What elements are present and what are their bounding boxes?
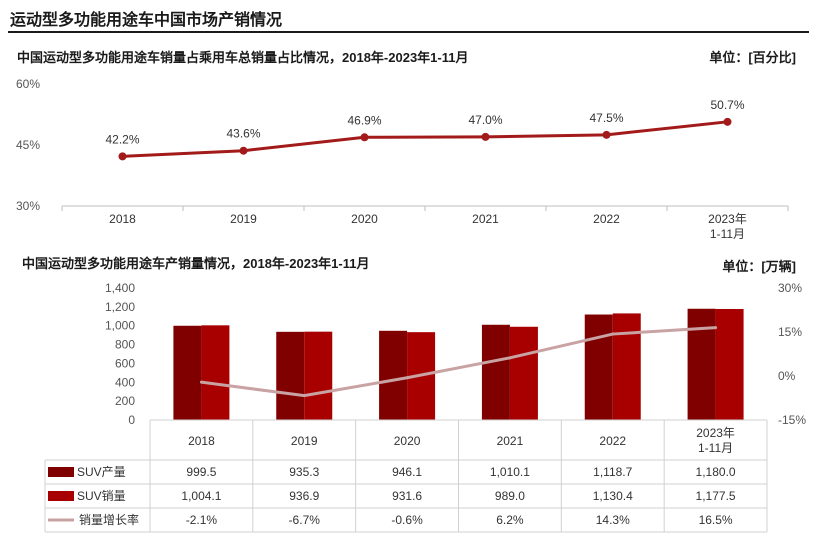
table-cell-value: 946.1 <box>392 465 422 479</box>
legend-swatch-production <box>48 467 74 477</box>
production-bar <box>276 331 305 420</box>
bottom-y2-tick-label: 0% <box>778 369 796 383</box>
growth-rate-point <box>199 380 203 384</box>
top-data-point <box>481 132 490 141</box>
sales-bar <box>612 313 641 420</box>
table-cell-value: 1,177.5 <box>696 489 736 503</box>
top-data-point <box>723 117 732 126</box>
table-cell-value: -0.6% <box>391 513 423 527</box>
bottom-y-tick-label: 1,200 <box>105 300 135 314</box>
top-data-point <box>239 146 248 155</box>
top-data-label: 47.0% <box>468 113 502 127</box>
bottom-x-tick-label: 2020 <box>394 434 421 448</box>
growth-rate-point <box>302 394 306 398</box>
table-cell-value: 935.3 <box>289 465 319 479</box>
production-bar <box>173 325 202 420</box>
growth-rate-line <box>201 326 716 398</box>
bottom-y-tick-label: 0 <box>128 413 135 427</box>
table-cell-value: 999.5 <box>186 465 216 479</box>
top-y-tick-label: 60% <box>16 77 40 91</box>
production-bar <box>584 314 613 420</box>
bottom-x-tick-label: 2023年 1-11月 <box>696 426 735 455</box>
top-data-point <box>118 152 127 161</box>
top-data-label: 42.2% <box>105 132 139 146</box>
top-x-tick-label: 2018 <box>109 212 136 226</box>
top-chart-title: 中国运动型多功能用途车销量占乘用车总销量占比情况，2018年-2023年1-11… <box>17 50 469 65</box>
table-cell-value: 16.5% <box>699 513 733 527</box>
growth-rate-point <box>714 326 718 330</box>
top-y-tick-label: 45% <box>16 138 40 152</box>
top-series-line <box>122 120 728 158</box>
growth-rate-point <box>611 332 615 336</box>
top-data-point <box>360 133 369 142</box>
top-chart-unit: 单位：[百分比] <box>709 50 796 65</box>
title-divider <box>8 31 809 33</box>
top-y-tick-label: 30% <box>16 199 40 213</box>
table-cell-value: -6.7% <box>289 513 321 527</box>
sales-bar <box>304 331 333 420</box>
top-x-tick-label: 2022 <box>593 212 620 226</box>
bottom-x-tick-label: 2022 <box>599 434 626 448</box>
bottom-y2-tick-label: 15% <box>778 325 802 339</box>
bottom-y2-tick-label: 30% <box>778 281 802 295</box>
top-data-point <box>602 130 611 139</box>
legend-label: 销量增长率 <box>79 512 139 527</box>
table-cell-value: 989.0 <box>495 489 525 503</box>
bottom-y-tick-label: 200 <box>115 394 135 408</box>
top-data-label: 46.9% <box>347 113 381 127</box>
top-x-tick-label: 2019 <box>230 212 257 226</box>
bottom-y-tick-label: 600 <box>115 356 135 370</box>
table-cell-value: 1,010.1 <box>490 465 530 479</box>
bottom-chart-unit: 单位：[万辆] <box>722 259 796 274</box>
sales-bar <box>715 308 744 420</box>
sales-bar <box>201 325 230 420</box>
table-cell-value: 6.2% <box>496 513 524 527</box>
sales-bar <box>509 326 538 420</box>
production-bar <box>379 330 408 420</box>
table-cell-value: 1,118.7 <box>593 465 632 479</box>
table-cell-value: 1,180.0 <box>696 465 736 479</box>
legend-label: SUV销量 <box>77 489 126 503</box>
table-cell-value: 14.3% <box>596 513 630 527</box>
page-title: 运动型多功能用途车中国市场产销情况 <box>10 12 283 29</box>
legend-swatch-sales <box>48 491 74 501</box>
bottom-y-tick-label: 1,400 <box>105 281 135 295</box>
top-data-label: 50.7% <box>710 98 744 112</box>
table-cell-value: -2.1% <box>186 513 218 527</box>
table-cell-value: 936.9 <box>289 489 319 503</box>
bottom-x-tick-label: 2021 <box>497 434 524 448</box>
table-cell-value: 931.6 <box>392 489 422 503</box>
table-cell-value: 1,004.1 <box>181 489 221 503</box>
growth-rate-point <box>405 376 409 380</box>
bottom-chart-title: 中国运动型多功能用途车产销量情况，2018年-2023年1-11月 <box>22 256 370 271</box>
legend-label: SUV产量 <box>77 465 126 479</box>
table-cell-value: 1,130.4 <box>593 489 633 503</box>
bottom-x-tick-label: 2018 <box>188 434 215 448</box>
bottom-y-tick-label: 400 <box>115 375 135 389</box>
top-x-tick-label: 2021 <box>472 212 499 226</box>
bottom-x-tick-label: 2019 <box>291 434 318 448</box>
bottom-y-tick-label: 1,000 <box>105 319 135 333</box>
bottom-y-tick-label: 800 <box>115 338 135 352</box>
growth-rate-point <box>508 356 512 360</box>
top-x-tick-label: 2023年 1-11月 <box>708 212 747 241</box>
production-bar <box>687 308 716 420</box>
top-data-label: 47.5% <box>589 111 623 125</box>
production-bar <box>481 324 510 420</box>
bottom-y2-tick-label: -15% <box>778 413 806 427</box>
top-data-label: 43.6% <box>226 127 260 141</box>
top-x-tick-label: 2020 <box>351 212 378 226</box>
